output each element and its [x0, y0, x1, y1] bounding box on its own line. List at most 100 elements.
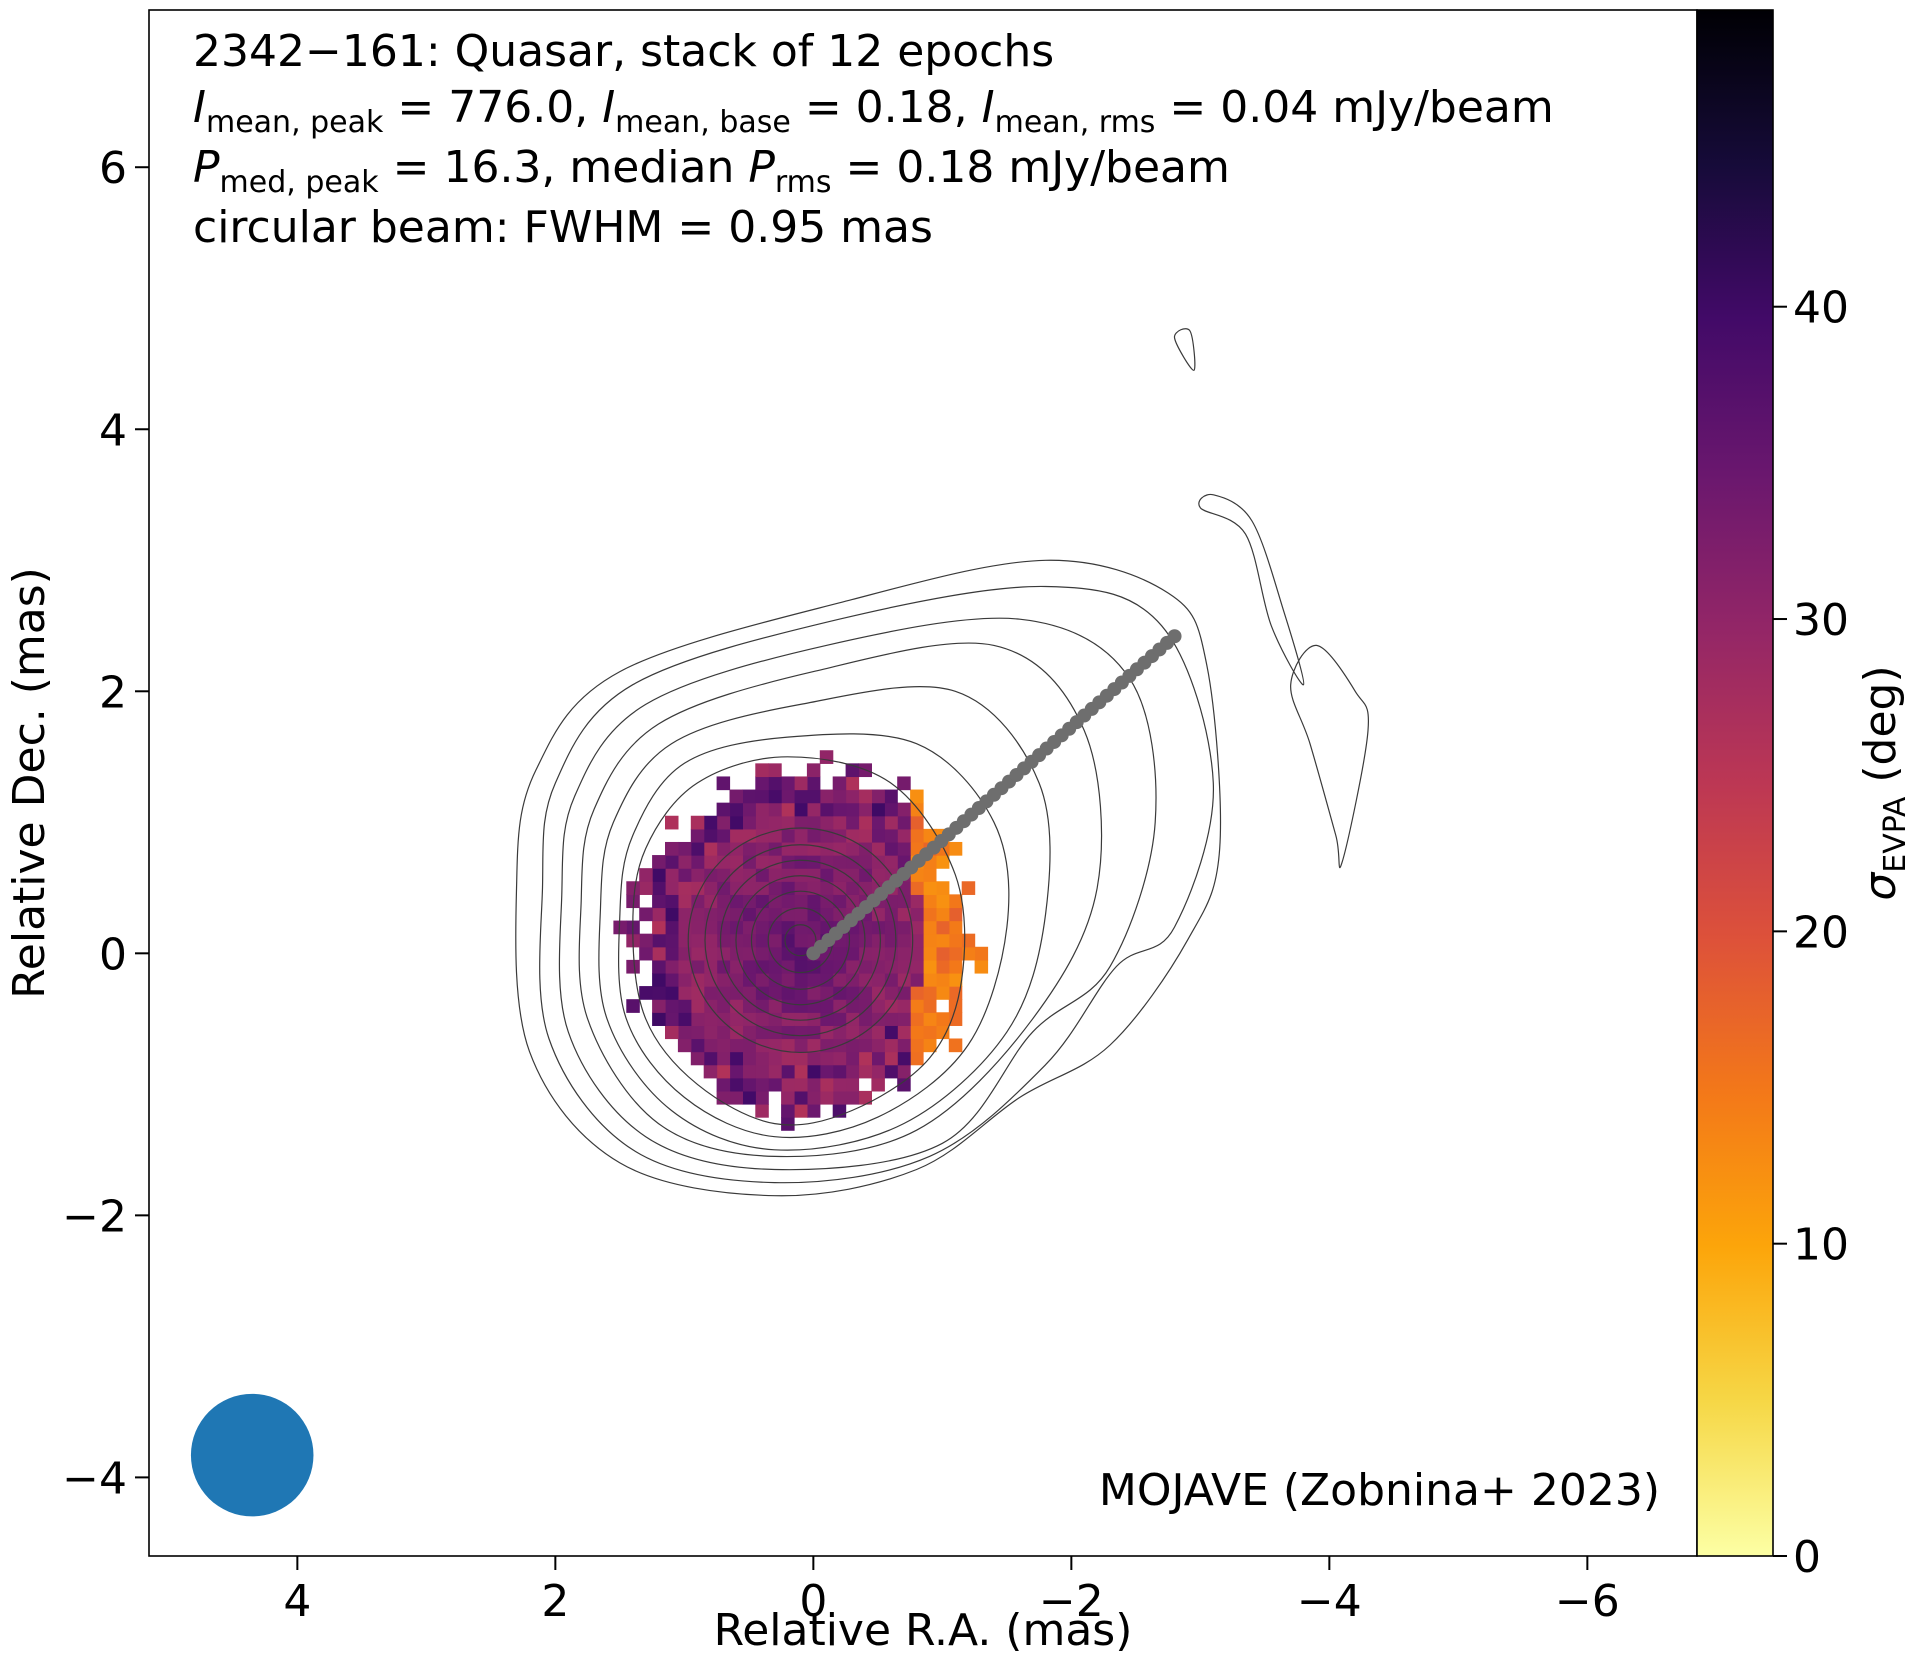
heatmap-pixel [781, 999, 795, 1013]
y-tick-label: −2 [62, 1191, 127, 1242]
heatmap-pixel [832, 1090, 847, 1105]
heatmap-pixel [923, 1038, 937, 1053]
heatmap-pixel [677, 841, 692, 856]
heatmap-pixel [819, 868, 834, 882]
heatmap-pixel [755, 1051, 769, 1066]
heatmap-pixel [858, 828, 872, 843]
heatmap-pixel [794, 986, 808, 1000]
heatmap-pixel [781, 776, 795, 791]
contour-core [687, 827, 914, 1054]
heatmap-pixel [806, 828, 821, 843]
heatmap-pixel [871, 789, 885, 804]
heatmap-pixel [742, 789, 756, 804]
heatmap-pixel [716, 841, 731, 856]
heatmap-pixel [923, 933, 937, 948]
heatmap-pixel [639, 881, 653, 895]
heatmap-pixel [832, 1077, 847, 1092]
contour-core [719, 859, 882, 1021]
heatmap-pixel [819, 1012, 834, 1026]
heatmap-pixel [845, 1025, 860, 1040]
heatmap-pixel [794, 972, 808, 987]
heatmap-pixel [781, 868, 795, 882]
x-tick-label: 2 [541, 1576, 569, 1627]
heatmap-pixel [729, 1064, 743, 1079]
heatmap-pixel [794, 1038, 808, 1053]
info-text: 2342−161: Quasar, stack of 12 epochs [193, 26, 1054, 77]
colorbar-gradient [1697, 10, 1773, 1556]
heatmap-pixel [884, 894, 898, 909]
info-line: Imean, peak = 776.0, Imean, base = 0.18,… [193, 82, 1554, 140]
heatmap-pixel [755, 1090, 769, 1105]
heatmap-pixel [639, 946, 653, 961]
colorbar-label-unit: (deg) [1855, 665, 1905, 796]
y-axis: −4 −2 0 2 4 6 [62, 143, 149, 1504]
heatmap-pixel [781, 972, 795, 987]
heatmap-pixel [716, 986, 731, 1000]
heatmap-pixel [781, 946, 795, 961]
heatmap-pixel [755, 1103, 769, 1118]
heatmap-pixel [845, 933, 860, 948]
heatmap-pixel [729, 815, 743, 830]
heatmap-pixel [806, 907, 821, 922]
contour-outer [578, 642, 1103, 1158]
heatmap-pixel [690, 946, 705, 961]
heatmap-pixel [690, 1038, 705, 1053]
heatmap-pixel [948, 894, 963, 909]
heatmap-pixel [652, 959, 666, 974]
contour-core [704, 844, 897, 1037]
heatmap-pixel [703, 828, 718, 843]
heatmap-pixel [729, 1012, 743, 1026]
heatmap-pixel [768, 763, 782, 778]
heatmap-pixel [923, 920, 937, 935]
y-tick-label: 0 [99, 929, 127, 980]
heatmap-pixel [884, 1025, 898, 1040]
heatmap-pixel [948, 920, 963, 935]
heatmap-pixel [677, 1038, 692, 1053]
heatmap-pixel [794, 946, 808, 961]
heatmap-pixel [742, 1090, 756, 1105]
heatmap-pixel [742, 907, 756, 922]
heatmap-pixel [948, 959, 963, 974]
heatmap-pixel [948, 933, 963, 948]
heatmap-pixel [652, 855, 666, 869]
heatmap-pixel [690, 920, 705, 935]
heatmap-pixel [755, 789, 769, 804]
beam-ellipse [190, 1393, 314, 1517]
heatmap-pixel [716, 776, 731, 791]
heatmap-pixel [819, 1077, 834, 1092]
heatmap-pixel [806, 999, 821, 1013]
x-tick-label: −6 [1555, 1576, 1620, 1627]
heatmap-pixel [858, 881, 872, 895]
y-tick-label: −4 [62, 1453, 127, 1504]
heatmap-pixel [832, 1012, 847, 1026]
heatmap-pixel [690, 933, 705, 948]
colorbar-tick-label: 20 [1793, 907, 1849, 958]
heatmap-pixel [755, 894, 769, 909]
heatmap-pixel [768, 907, 782, 922]
heatmap-pixel [781, 789, 795, 804]
heatmap-pixel [923, 959, 937, 974]
heatmap-pixel [884, 959, 898, 974]
heatmap-pixel [665, 855, 679, 869]
heatmap-pixel [832, 1064, 847, 1079]
heatmap-pixel [884, 907, 898, 922]
heatmap-pixel [806, 972, 821, 987]
heatmap-pixel [794, 1064, 808, 1079]
credit-annotation: MOJAVE (Zobnina+ 2023) [1099, 1465, 1660, 1516]
heatmap-pixel [806, 776, 821, 791]
heatmap-pixel [768, 868, 782, 882]
heatmap-pixel [897, 1025, 911, 1040]
heatmap-pixel [677, 986, 692, 1000]
heatmap-pixel [871, 802, 885, 817]
heatmap-pixel [755, 999, 769, 1013]
heatmap-pixel [768, 802, 782, 817]
heatmap-pixel [910, 920, 924, 935]
heatmap-pixel [768, 789, 782, 804]
heatmap-pixel [716, 946, 731, 961]
heatmap-pixel [910, 972, 924, 987]
y-tick-label: 6 [99, 143, 127, 194]
heatmap-pixel [690, 1012, 705, 1026]
heatmap-pixel [858, 1012, 872, 1026]
heatmap-pixel [806, 1025, 821, 1040]
heatmap-pixel [871, 1025, 885, 1040]
